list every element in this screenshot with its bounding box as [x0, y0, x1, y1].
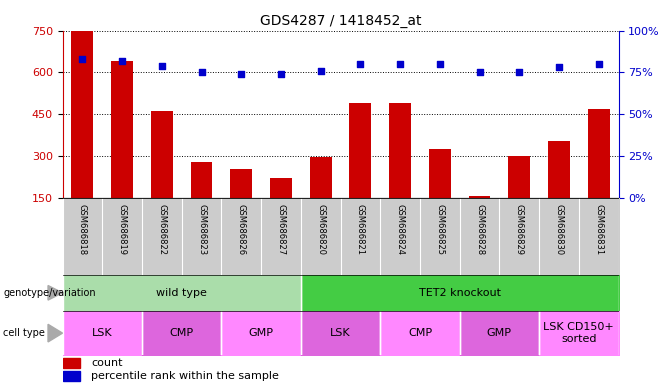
Point [474, 70, 485, 76]
Text: LSK CD150+
sorted: LSK CD150+ sorted [544, 322, 614, 344]
Point [315, 68, 326, 74]
Point [395, 61, 405, 67]
Bar [72, 31, 93, 198]
Point [236, 71, 247, 77]
Bar [349, 103, 371, 198]
Point [157, 63, 167, 69]
Polygon shape [48, 286, 63, 300]
Text: percentile rank within the sample: percentile rank within the sample [91, 371, 279, 381]
Text: GSM686820: GSM686820 [316, 204, 325, 255]
Bar [111, 61, 133, 198]
Text: wild type: wild type [156, 288, 207, 298]
Point [117, 58, 128, 64]
Bar [63, 358, 80, 368]
Text: GSM686826: GSM686826 [237, 204, 245, 255]
Polygon shape [48, 324, 63, 342]
Text: GSM686829: GSM686829 [515, 204, 524, 255]
Title: GDS4287 / 1418452_at: GDS4287 / 1418452_at [260, 14, 421, 28]
Bar [548, 141, 570, 198]
Point [553, 65, 564, 71]
Bar [230, 169, 252, 198]
Text: GSM686821: GSM686821 [356, 204, 365, 255]
Text: GSM686825: GSM686825 [436, 204, 444, 255]
Point [77, 56, 88, 62]
Text: GSM686827: GSM686827 [276, 204, 286, 255]
Text: GSM686823: GSM686823 [197, 204, 206, 255]
Text: GSM686824: GSM686824 [395, 204, 405, 255]
Text: LSK: LSK [330, 328, 351, 338]
Bar [310, 157, 332, 198]
Bar [389, 103, 411, 198]
Text: LSK: LSK [92, 328, 113, 338]
Text: cell type: cell type [3, 328, 45, 338]
Bar [63, 371, 80, 381]
Bar [509, 156, 530, 198]
Text: CMP: CMP [170, 328, 193, 338]
Bar [429, 149, 451, 198]
Point [355, 61, 366, 67]
Text: GSM686822: GSM686822 [157, 204, 166, 255]
Text: GSM686828: GSM686828 [475, 204, 484, 255]
Text: count: count [91, 358, 123, 368]
Text: GMP: GMP [487, 328, 512, 338]
Point [276, 71, 286, 77]
Text: GMP: GMP [249, 328, 274, 338]
Bar [191, 162, 213, 198]
Point [196, 70, 207, 76]
Bar [588, 109, 609, 198]
Text: GSM686818: GSM686818 [78, 204, 87, 255]
Text: CMP: CMP [408, 328, 432, 338]
Point [514, 70, 524, 76]
Text: TET2 knockout: TET2 knockout [418, 288, 501, 298]
Bar [468, 196, 490, 198]
Point [594, 61, 604, 67]
Text: genotype/variation: genotype/variation [3, 288, 96, 298]
Point [434, 61, 445, 67]
Text: GSM686831: GSM686831 [594, 204, 603, 255]
Text: GSM686830: GSM686830 [555, 204, 563, 255]
Bar [151, 111, 172, 198]
Text: GSM686819: GSM686819 [118, 204, 126, 255]
Bar [270, 178, 292, 198]
